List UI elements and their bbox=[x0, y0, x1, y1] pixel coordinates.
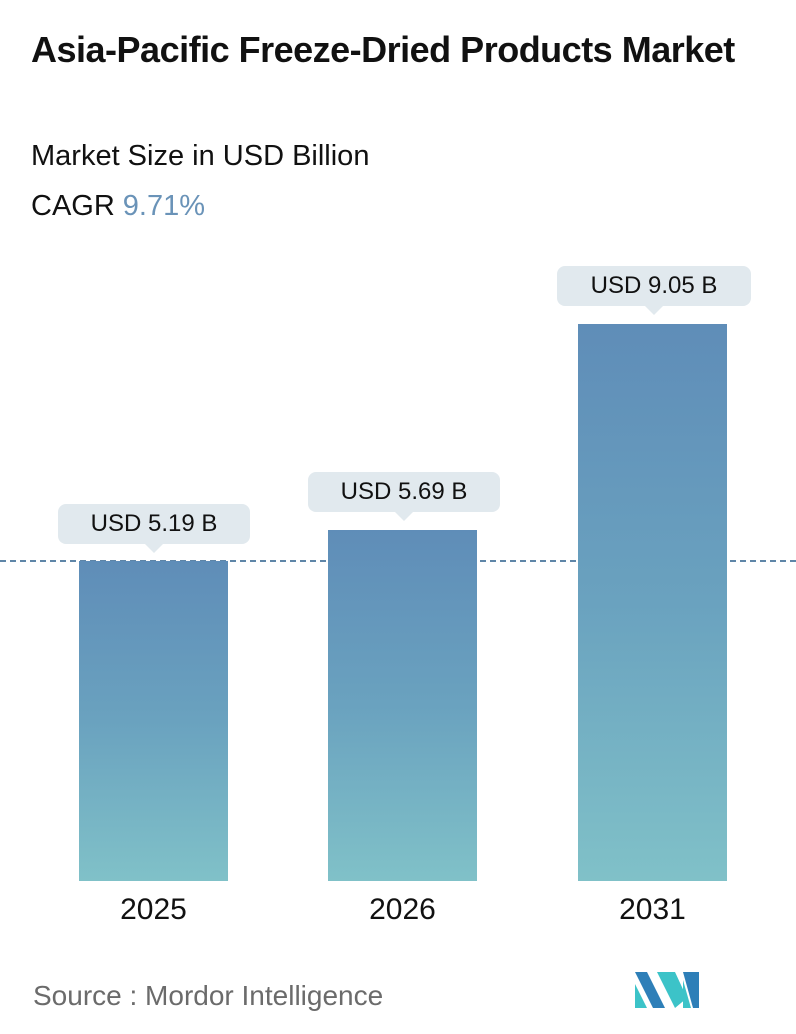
cagr-line: CAGR 9.71% bbox=[31, 190, 205, 223]
chart-subtitle: Market Size in USD Billion bbox=[31, 140, 370, 172]
x-label-2025: 2025 bbox=[120, 893, 187, 926]
data-label-2031: USD 9.05 B bbox=[557, 266, 751, 315]
x-label-2031: 2031 bbox=[619, 893, 686, 926]
bar-2031 bbox=[578, 324, 727, 881]
x-label-2026: 2026 bbox=[369, 893, 436, 926]
cagr-value: 9.71% bbox=[122, 190, 206, 222]
cagr-label: CAGR bbox=[31, 190, 115, 222]
mordor-intelligence-logo-icon bbox=[635, 972, 699, 1008]
chart-title: Asia-Pacific Freeze-Dried Products Marke… bbox=[31, 29, 735, 70]
data-label-2025: USD 5.19 B bbox=[58, 504, 250, 553]
data-label-2026: USD 5.69 B bbox=[308, 472, 500, 521]
bar-2025 bbox=[79, 561, 228, 881]
bar-2026 bbox=[328, 530, 477, 881]
source-text: Source : Mordor Intelligence bbox=[33, 980, 384, 1011]
